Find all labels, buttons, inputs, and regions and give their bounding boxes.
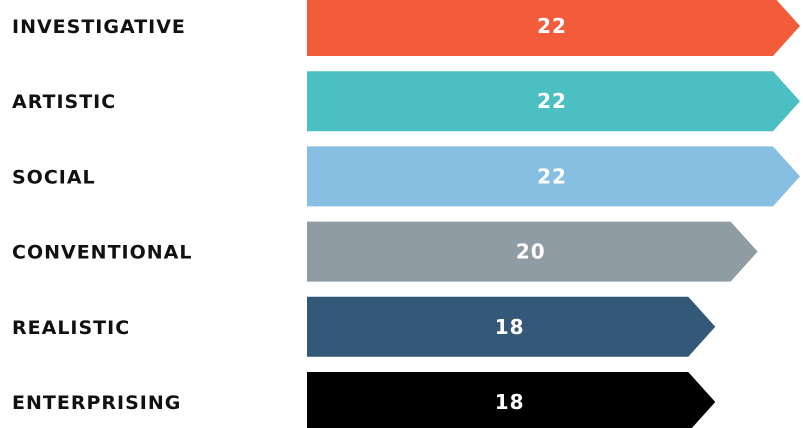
bar-social xyxy=(307,146,800,207)
value-labels-group: 22 22 22 20 18 18 xyxy=(495,14,567,414)
value-label: 20 xyxy=(516,240,546,264)
value-label: 18 xyxy=(495,315,525,339)
bar-enterprising xyxy=(307,372,716,428)
category-label: ENTERPRISING xyxy=(12,392,181,414)
category-label: ARTISTIC xyxy=(12,91,116,113)
value-label: 18 xyxy=(495,390,525,414)
value-label: 22 xyxy=(537,164,567,188)
bar-conventional xyxy=(307,221,758,282)
value-label: 22 xyxy=(537,89,567,113)
category-label: SOCIAL xyxy=(12,166,96,188)
category-labels-group: INVESTIGATIVE ARTISTIC SOCIAL CONVENTIONAL R… xyxy=(12,16,192,414)
bar-artistic xyxy=(307,71,800,132)
category-label: CONVENTIONAL xyxy=(12,242,192,264)
bars-group xyxy=(307,0,800,428)
category-label: REALISTIC xyxy=(12,317,130,339)
value-label: 22 xyxy=(537,14,567,38)
category-label: INVESTIGATIVE xyxy=(12,16,186,38)
bar-investigative xyxy=(307,0,800,56)
bar-realistic xyxy=(307,296,716,357)
